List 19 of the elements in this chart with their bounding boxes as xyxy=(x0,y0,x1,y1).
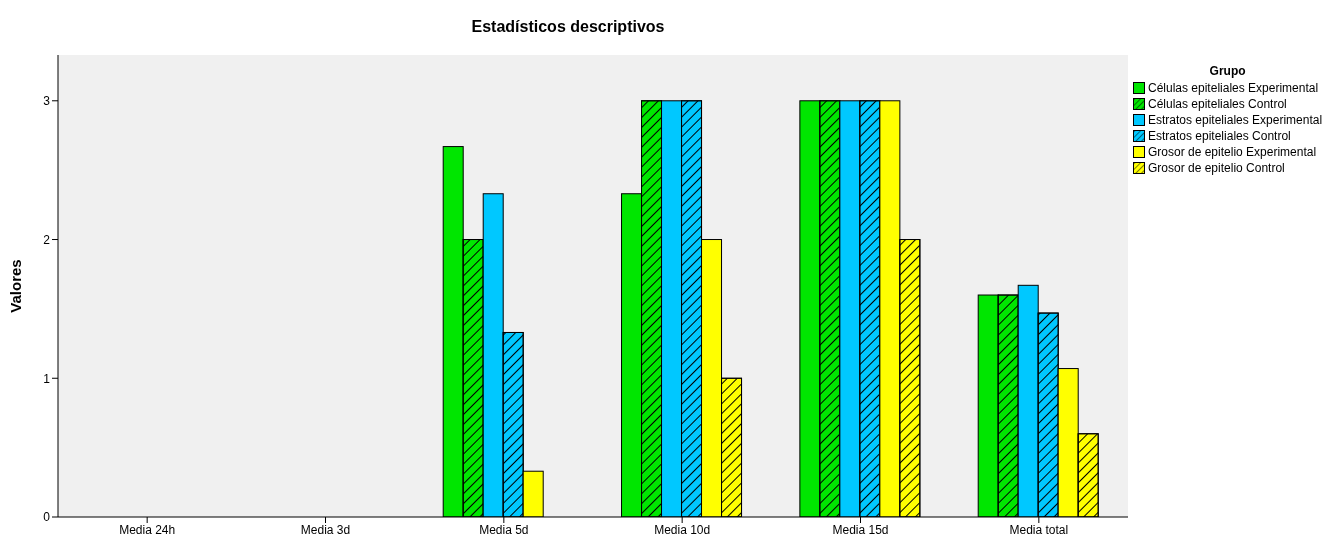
legend-label: Células epiteliales Experimental xyxy=(1148,81,1319,95)
y-tick-label: 3 xyxy=(43,94,51,109)
y-tick-label: 0 xyxy=(43,510,51,525)
x-tick-label: Media 10d xyxy=(654,522,711,537)
y-axis-title: Valores xyxy=(7,259,25,313)
legend-label: Grosor de epitelio Experimental xyxy=(1148,145,1317,159)
x-tick-label: Media 24h xyxy=(119,522,176,537)
x-tick-label: Media 15d xyxy=(832,522,889,537)
y-tick-label: 1 xyxy=(43,371,51,386)
legend-label: Estratos epiteliales Control xyxy=(1148,129,1291,143)
x-tick-label: Media 3d xyxy=(300,522,351,537)
legend-title: Grupo xyxy=(1208,64,1247,78)
x-tick-label: Media 5d xyxy=(479,522,529,537)
chart-title: Estadísticos descriptivos xyxy=(470,18,666,36)
legend-label: Grosor de epitelio Control xyxy=(1148,161,1285,175)
y-tick-label: 2 xyxy=(43,232,51,247)
legend-label: Células epiteliales Control xyxy=(1148,97,1287,111)
legend-label: Estratos epiteliales Experimental xyxy=(1148,113,1323,127)
x-tick-label: Media total xyxy=(1009,522,1069,537)
